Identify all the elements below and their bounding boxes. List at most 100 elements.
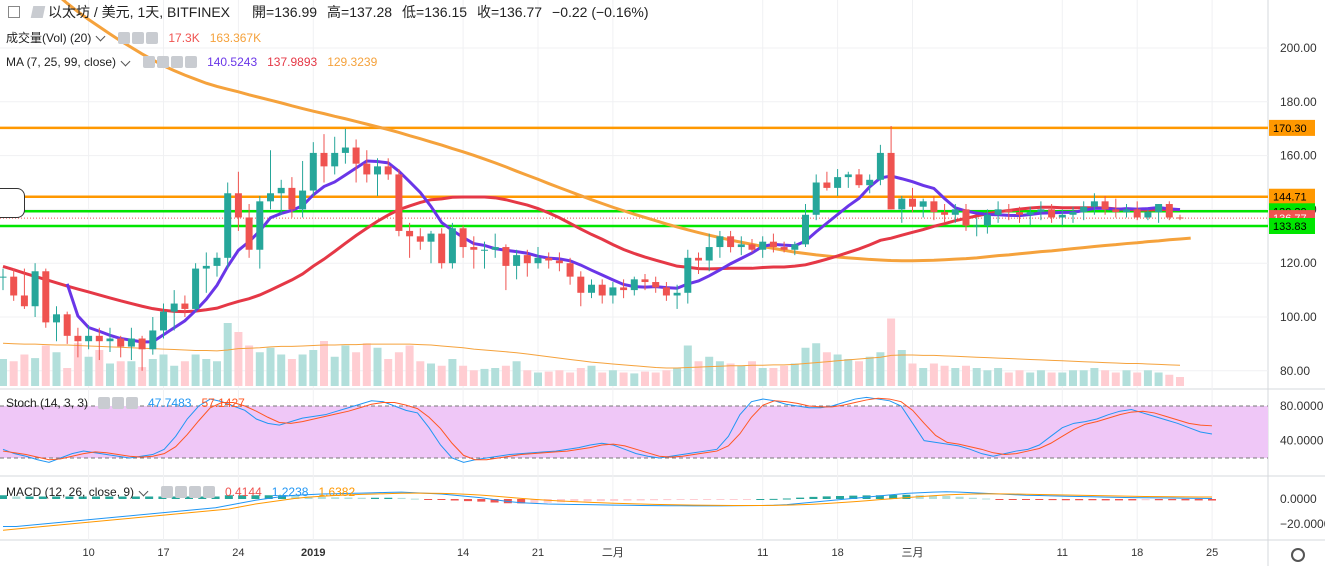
macd-hist-bar <box>1101 499 1110 501</box>
candle-body <box>866 179 874 186</box>
price-label: 170.30 <box>1273 123 1307 135</box>
volume-bar <box>1015 370 1024 386</box>
candle-body <box>1058 214 1066 218</box>
macd-hist-bar <box>822 496 831 499</box>
macd-hist-bar <box>78 496 87 499</box>
macd-hist-bar <box>0 495 7 499</box>
x-tick-label: 18 <box>1131 547 1143 559</box>
candle-body <box>930 201 938 213</box>
stoch-legend[interactable]: Stoch (14, 3, 3) 47.7483 57.1427 <box>6 396 245 410</box>
candle-body <box>20 295 28 307</box>
macd-tick-label: 0.0000 <box>1280 492 1317 506</box>
ma-legend[interactable]: MA (7, 25, 99, close) 140.5243 137.9893 … <box>6 55 377 69</box>
eye-icon[interactable] <box>161 486 174 498</box>
macd-hist-bar <box>1154 499 1163 501</box>
candle-body <box>427 233 435 242</box>
candle-body <box>834 177 842 188</box>
candle-body <box>673 292 681 296</box>
eye-icon[interactable] <box>98 397 111 409</box>
x-tick-label: 11 <box>757 547 768 559</box>
macd-hist-bar <box>264 495 273 499</box>
eye-icon[interactable] <box>118 31 131 44</box>
chevron-down-icon[interactable] <box>95 31 106 42</box>
candle-body <box>962 209 970 226</box>
chevron-down-icon[interactable] <box>138 486 149 496</box>
settings-icon[interactable] <box>175 486 188 498</box>
candle-body <box>181 303 189 309</box>
macd-legend[interactable]: MACD (12, 26, close, 9) 0.4144 1.2238 1.… <box>6 485 355 499</box>
volume-bar <box>1165 374 1174 386</box>
macd-hist-bar <box>211 496 220 499</box>
candle-body <box>588 284 595 293</box>
vol-legend[interactable]: 成交量(Vol) (20) 17.3K 163.367K <box>6 29 261 46</box>
chevron-down-icon[interactable] <box>120 56 131 66</box>
volume-bars <box>0 318 1184 386</box>
volume-bar <box>1047 372 1056 386</box>
close-icon[interactable] <box>185 56 198 68</box>
candle-body <box>1026 212 1034 215</box>
volume-bar <box>983 370 992 386</box>
macd-hist-bar <box>317 496 326 499</box>
macd-hist-bar <box>1022 499 1030 500</box>
volume-bar <box>266 347 275 386</box>
candle-body <box>1037 209 1045 213</box>
x-tick-label: 二月 <box>602 547 624 559</box>
stoch-pane <box>0 396 1268 463</box>
collapse-icon[interactable] <box>8 6 20 18</box>
volume-bar <box>619 372 628 386</box>
macd-hist-bar <box>809 496 818 499</box>
macd-hist-bar <box>1115 499 1123 501</box>
candle-body <box>620 287 628 291</box>
candle-body <box>545 257 553 261</box>
candle-body <box>994 209 1002 215</box>
macd-hist-bar <box>344 497 353 499</box>
candle-body <box>63 314 71 336</box>
macd-hist-bar <box>849 495 858 499</box>
macd-hist-bar <box>1168 499 1177 501</box>
settings-icon[interactable] <box>112 397 125 409</box>
settings-icon[interactable] <box>157 56 170 68</box>
lock-icon[interactable] <box>189 486 202 498</box>
candle-body <box>791 244 799 250</box>
volume-bar <box>887 318 896 386</box>
close-icon[interactable] <box>203 486 216 498</box>
candle-body <box>224 193 232 258</box>
volume-bar <box>576 368 585 386</box>
candle-body <box>983 214 991 226</box>
volume-bar <box>726 363 735 386</box>
ma99-value: 129.3239 <box>327 55 378 69</box>
volume-bar <box>116 361 125 386</box>
candle-body <box>491 247 499 250</box>
lock-icon[interactable] <box>171 56 184 68</box>
eye-icon[interactable] <box>143 56 156 68</box>
macd-hist-bar <box>676 499 685 500</box>
macd-hist-bar <box>836 496 844 499</box>
close-icon[interactable] <box>126 397 139 409</box>
macd-signal-line <box>2 492 1212 531</box>
volume-bar <box>1111 372 1120 386</box>
volume-bar <box>1026 372 1035 386</box>
candle-body <box>855 174 863 186</box>
stoch-label: Stoch (14, 3, 3) <box>6 396 89 410</box>
settings-icon[interactable] <box>132 31 145 44</box>
close-icon[interactable] <box>146 31 159 44</box>
stoch-k-value: 47.7483 <box>148 396 192 410</box>
candle-body <box>951 209 959 215</box>
macd-hist-bar <box>477 499 486 502</box>
macd-hist-bar <box>490 499 499 503</box>
candle-body <box>1048 209 1056 218</box>
volume-bar <box>523 370 532 386</box>
volume-bar <box>287 359 296 386</box>
candle-body <box>1176 217 1184 219</box>
x-tick-label: 11 <box>1057 547 1068 559</box>
drawing-label[interactable] <box>0 188 25 218</box>
volume-bar <box>737 365 746 386</box>
volume-bar <box>897 350 906 386</box>
macd-hist-bar <box>1141 499 1150 501</box>
volume-bar <box>608 370 617 386</box>
volume-bar <box>1101 370 1110 386</box>
gear-icon[interactable] <box>1291 548 1305 562</box>
high-value: 高=137.28 <box>327 4 393 20</box>
ma7-value: 140.5243 <box>207 55 258 69</box>
